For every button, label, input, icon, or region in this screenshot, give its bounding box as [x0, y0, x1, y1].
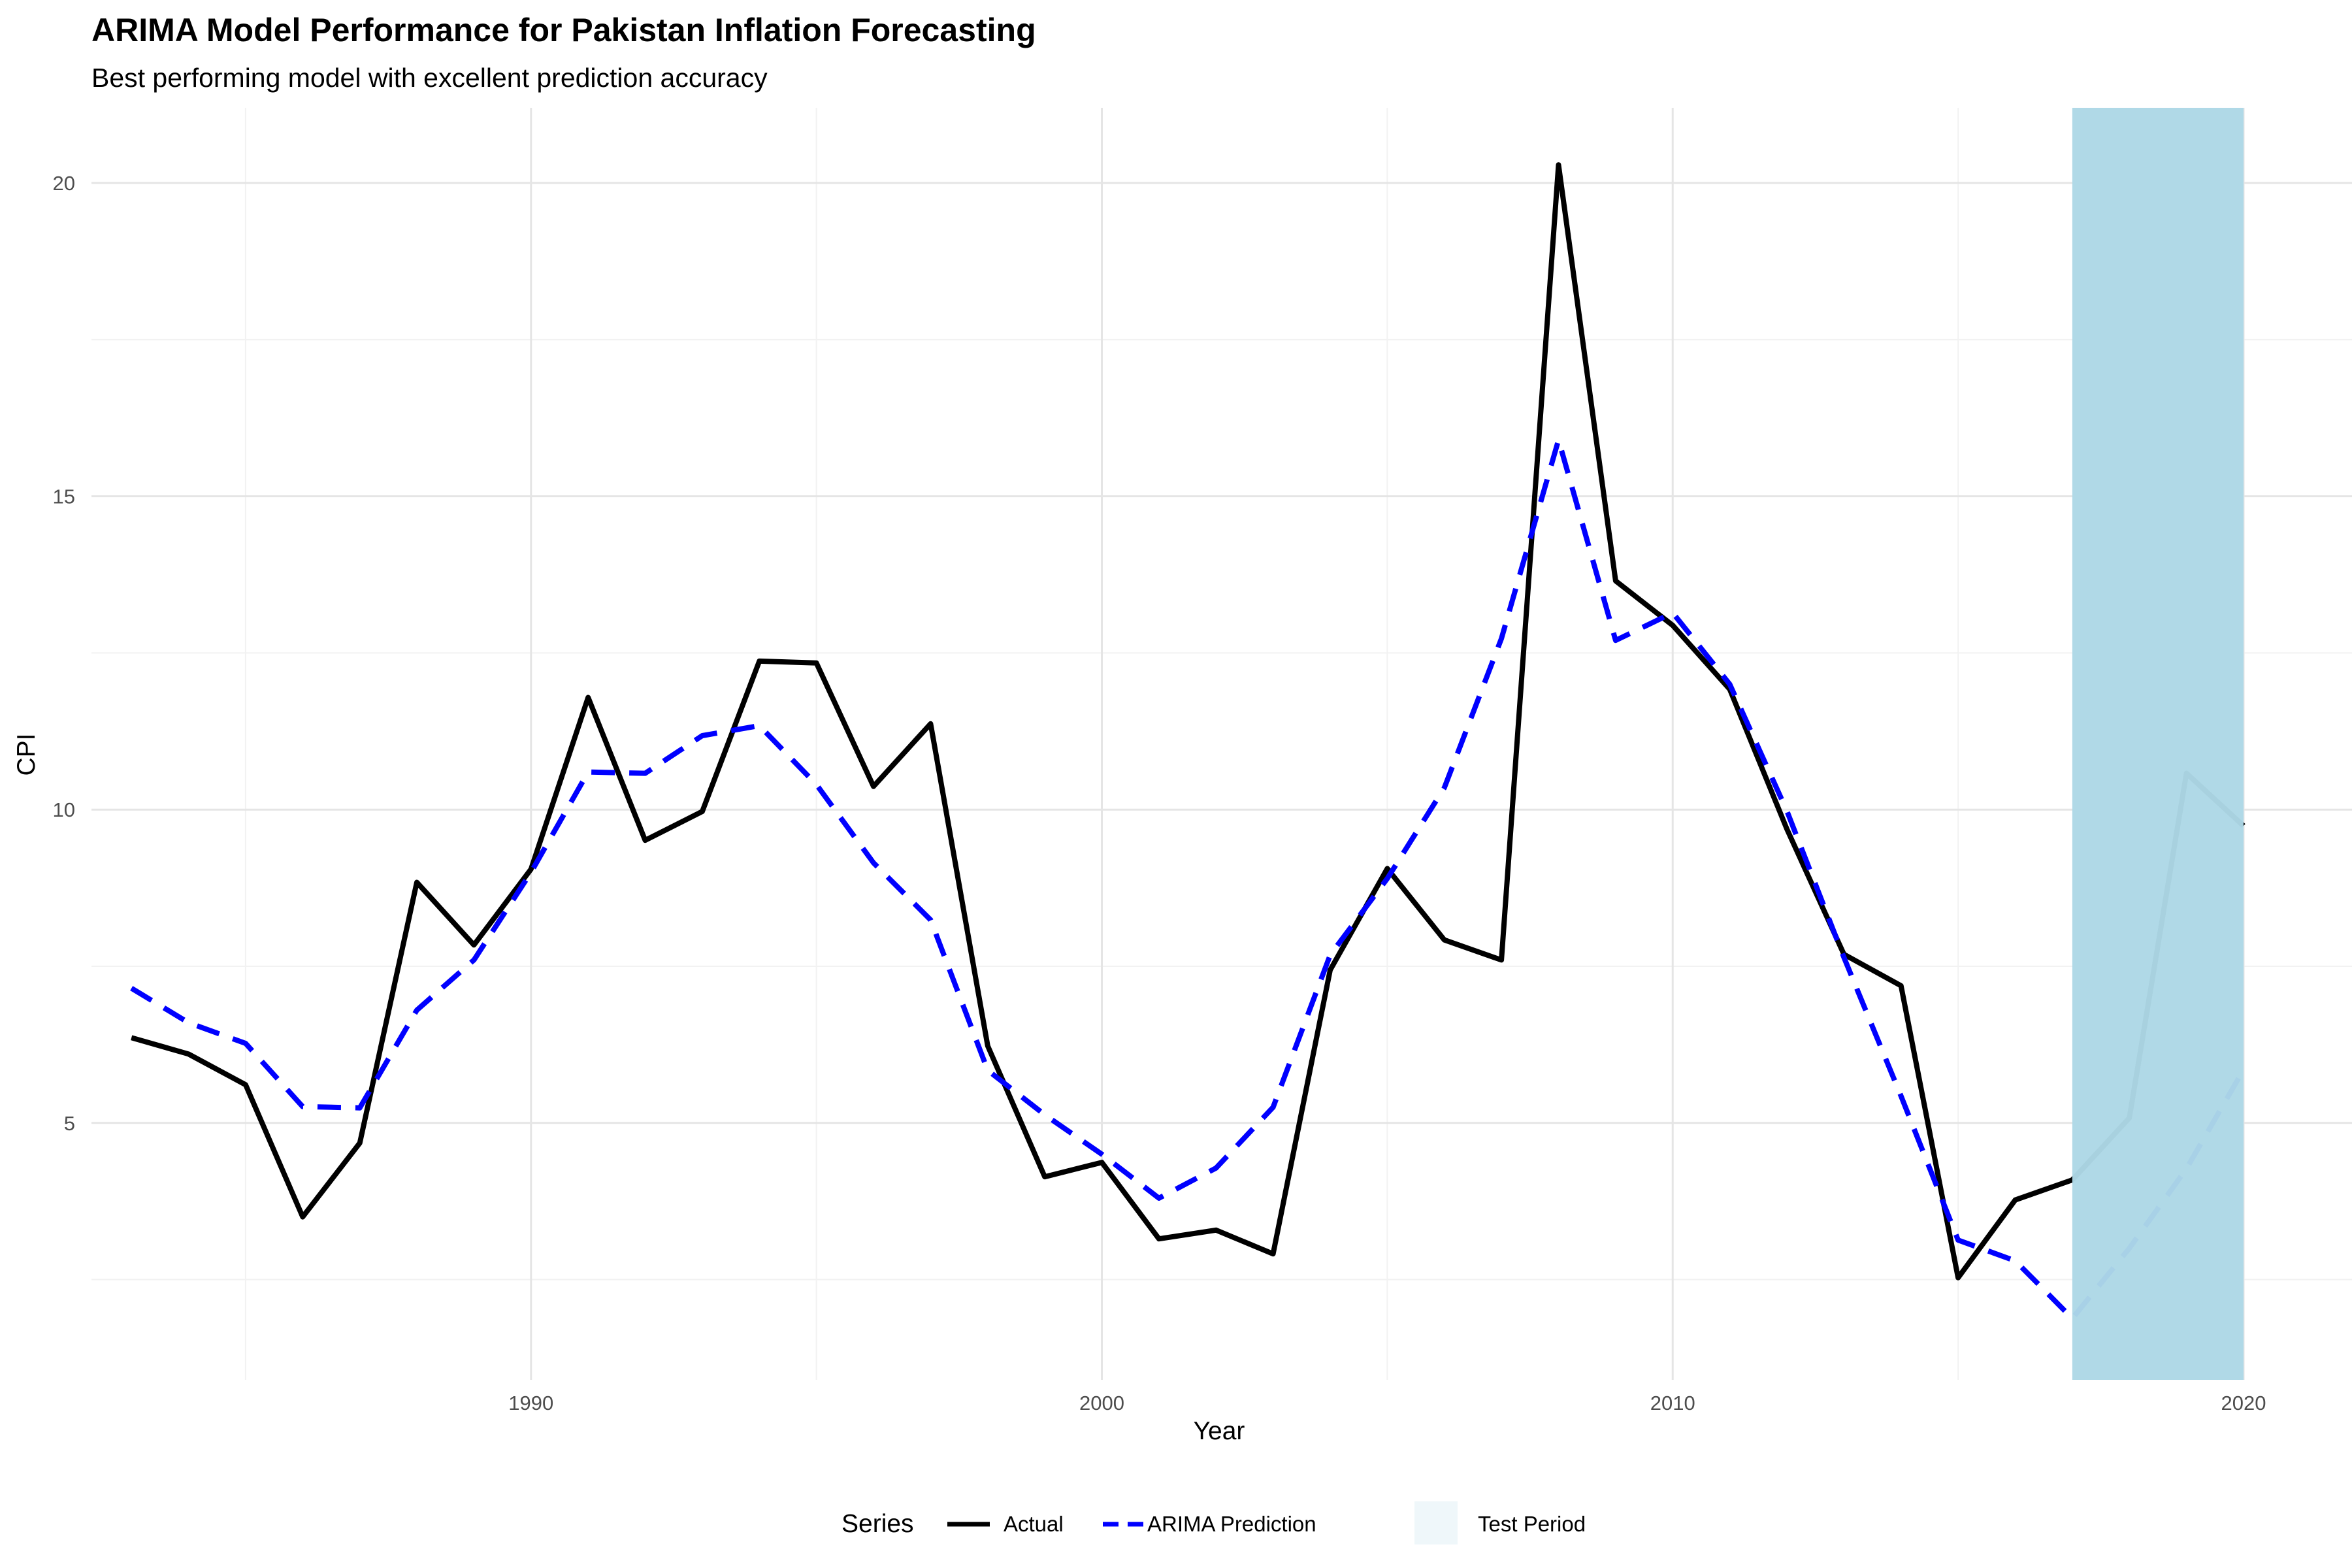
legend: Series Actual ARIMA Prediction Test Peri… — [841, 1501, 1586, 1544]
arima-prediction-series-line — [130, 437, 2246, 1321]
x-tick-label: 2020 — [2221, 1392, 2266, 1414]
legend-key-test-period — [1414, 1501, 1458, 1544]
y-axis-ticks: 5 10 15 20 — [53, 172, 75, 1135]
legend-title: Series — [841, 1510, 914, 1538]
test-period-band — [2072, 108, 2244, 1380]
y-tick-label: 20 — [53, 172, 75, 195]
y-tick-label: 10 — [53, 798, 75, 821]
legend-label-arima: ARIMA Prediction — [1147, 1512, 1316, 1536]
x-axis-ticks: 1990 2000 2010 2020 — [508, 1392, 2266, 1414]
legend-label-test-period: Test Period — [1478, 1512, 1586, 1536]
x-tick-label: 2010 — [1650, 1392, 1695, 1414]
x-tick-label: 2000 — [1079, 1392, 1124, 1414]
y-tick-label: 5 — [64, 1112, 75, 1135]
actual-series-line — [131, 162, 2246, 1281]
legend-label-actual: Actual — [1004, 1512, 1064, 1536]
test-period-rect — [2072, 108, 2244, 1380]
chart-title: ARIMA Model Performance for Pakistan Inf… — [91, 12, 1036, 48]
y-tick-label: 15 — [53, 485, 75, 508]
x-tick-label: 1990 — [508, 1392, 553, 1414]
x-axis-title: Year — [1194, 1417, 1245, 1445]
chart-subtitle: Best performing model with excellent pre… — [91, 63, 768, 93]
y-axis-title: CPI — [12, 733, 41, 776]
series-lines — [130, 162, 2246, 1321]
plot-grid — [91, 108, 2352, 1380]
